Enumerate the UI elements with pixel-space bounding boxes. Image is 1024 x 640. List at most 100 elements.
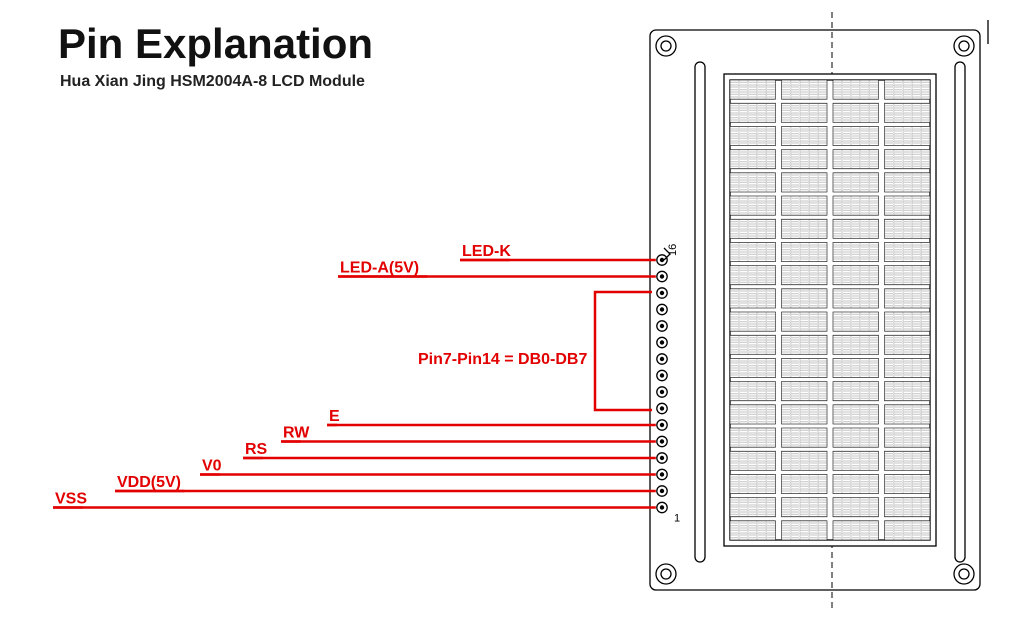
char-cell [833, 382, 879, 401]
char-cell [730, 80, 776, 99]
label-VSS: VSS [55, 491, 87, 508]
char-cell [833, 358, 879, 377]
char-cell [885, 219, 931, 238]
char-cell [885, 428, 931, 447]
char-cell [885, 80, 931, 99]
side-slot [955, 62, 965, 562]
char-cell [782, 498, 828, 517]
pin-hole [660, 291, 664, 295]
char-cell [885, 405, 931, 424]
char-cell [782, 451, 828, 470]
char-cell [833, 266, 879, 285]
pin-hole [660, 357, 664, 361]
side-slot [695, 62, 705, 562]
char-cell [730, 428, 776, 447]
char-cell [885, 451, 931, 470]
char-cell [730, 382, 776, 401]
char-cell [833, 521, 879, 540]
char-cell [833, 219, 879, 238]
char-cell [885, 242, 931, 261]
char-cell [885, 358, 931, 377]
char-cell [730, 289, 776, 308]
char-cell [833, 498, 879, 517]
pin-hole [660, 340, 664, 344]
char-cell [833, 196, 879, 215]
char-cell [782, 289, 828, 308]
char-cell [885, 474, 931, 493]
char-cell [833, 474, 879, 493]
label-RS: RS [245, 441, 268, 458]
char-cell [730, 498, 776, 517]
char-cell [782, 80, 828, 99]
label-LED-A: LED-A(5V) [340, 260, 419, 277]
display-area [724, 74, 936, 546]
pin-hole [660, 258, 664, 262]
pin-hole [660, 324, 664, 328]
pin-hole [660, 373, 664, 377]
char-cell [885, 521, 931, 540]
page-subtitle: Hua Xian Jing HSM2004A-8 LCD Module [60, 73, 365, 90]
char-cell [730, 521, 776, 540]
char-cell [730, 103, 776, 122]
char-cell [885, 103, 931, 122]
char-cell [782, 521, 828, 540]
char-cell [833, 126, 879, 145]
label-RW: RW [283, 425, 310, 442]
pin-hole [660, 489, 664, 493]
char-cell [730, 358, 776, 377]
char-cell [730, 474, 776, 493]
db-group-label: Pin7-Pin14 = DB0-DB7 [418, 351, 587, 368]
char-cell [885, 150, 931, 169]
label-LED-K: LED-K [462, 243, 511, 260]
label-E: E [329, 408, 340, 425]
char-cell [782, 266, 828, 285]
pin-hole [660, 274, 664, 278]
char-cell [782, 474, 828, 493]
char-cell [782, 242, 828, 261]
char-cell [782, 173, 828, 192]
char-cell [782, 219, 828, 238]
pin-hole [660, 456, 664, 460]
pin-hole [660, 390, 664, 394]
char-cell [782, 126, 828, 145]
char-cell [885, 289, 931, 308]
pin-hole [660, 439, 664, 443]
char-cell [833, 80, 879, 99]
char-cell [730, 173, 776, 192]
char-cell [833, 150, 879, 169]
char-cell [885, 266, 931, 285]
char-cell [885, 126, 931, 145]
char-cell [782, 312, 828, 331]
char-cell [730, 150, 776, 169]
pin-hole [660, 505, 664, 509]
pin-hole [660, 406, 664, 410]
char-cell [833, 335, 879, 354]
char-cell [833, 451, 879, 470]
pin-number-bottom: 1 [674, 513, 680, 525]
char-cell [782, 103, 828, 122]
page-title: Pin Explanation [58, 20, 373, 67]
char-cell [885, 382, 931, 401]
char-cell [730, 196, 776, 215]
label-V0: V0 [202, 458, 222, 475]
char-cell [885, 335, 931, 354]
char-cell [833, 103, 879, 122]
char-cell [782, 428, 828, 447]
char-cell [833, 312, 879, 331]
char-cell [885, 196, 931, 215]
char-cell [782, 382, 828, 401]
char-cell [730, 451, 776, 470]
char-cell [833, 173, 879, 192]
char-cell [782, 405, 828, 424]
char-cell [885, 498, 931, 517]
char-cell [885, 312, 931, 331]
char-cell [782, 358, 828, 377]
mount-hole [656, 36, 676, 56]
mount-hole [954, 36, 974, 56]
char-cell [833, 242, 879, 261]
char-cell [730, 242, 776, 261]
char-cell [730, 126, 776, 145]
char-cell [730, 266, 776, 285]
pin-hole [660, 307, 664, 311]
char-cell [782, 335, 828, 354]
